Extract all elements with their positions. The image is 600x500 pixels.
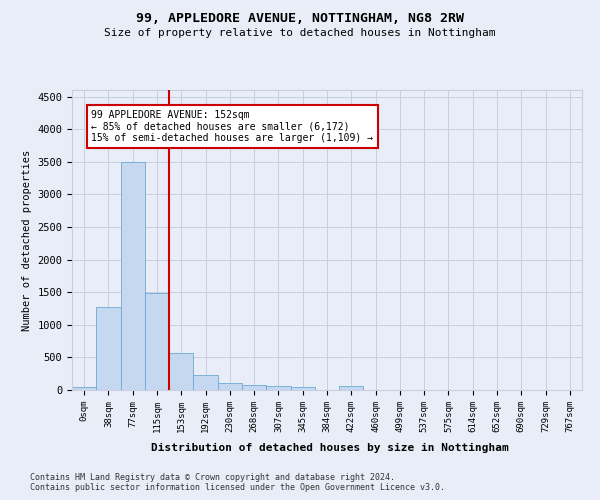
Bar bbox=[339, 386, 364, 390]
Bar bbox=[218, 382, 242, 390]
Text: Contains public sector information licensed under the Open Government Licence v3: Contains public sector information licen… bbox=[30, 482, 445, 492]
Text: 99, APPLEDORE AVENUE, NOTTINGHAM, NG8 2RW: 99, APPLEDORE AVENUE, NOTTINGHAM, NG8 2R… bbox=[136, 12, 464, 26]
Bar bbox=[145, 294, 169, 390]
Bar bbox=[290, 388, 315, 390]
Text: 99 APPLEDORE AVENUE: 152sqm
← 85% of detached houses are smaller (6,172)
15% of : 99 APPLEDORE AVENUE: 152sqm ← 85% of det… bbox=[91, 110, 373, 143]
Bar bbox=[266, 386, 290, 390]
Text: Contains HM Land Registry data © Crown copyright and database right 2024.: Contains HM Land Registry data © Crown c… bbox=[30, 472, 395, 482]
Y-axis label: Number of detached properties: Number of detached properties bbox=[22, 150, 32, 330]
Bar bbox=[242, 385, 266, 390]
Bar bbox=[169, 353, 193, 390]
Bar bbox=[96, 306, 121, 390]
Bar bbox=[121, 162, 145, 390]
Text: Size of property relative to detached houses in Nottingham: Size of property relative to detached ho… bbox=[104, 28, 496, 38]
Bar bbox=[72, 387, 96, 390]
Text: Distribution of detached houses by size in Nottingham: Distribution of detached houses by size … bbox=[151, 442, 509, 452]
Bar bbox=[193, 374, 218, 390]
